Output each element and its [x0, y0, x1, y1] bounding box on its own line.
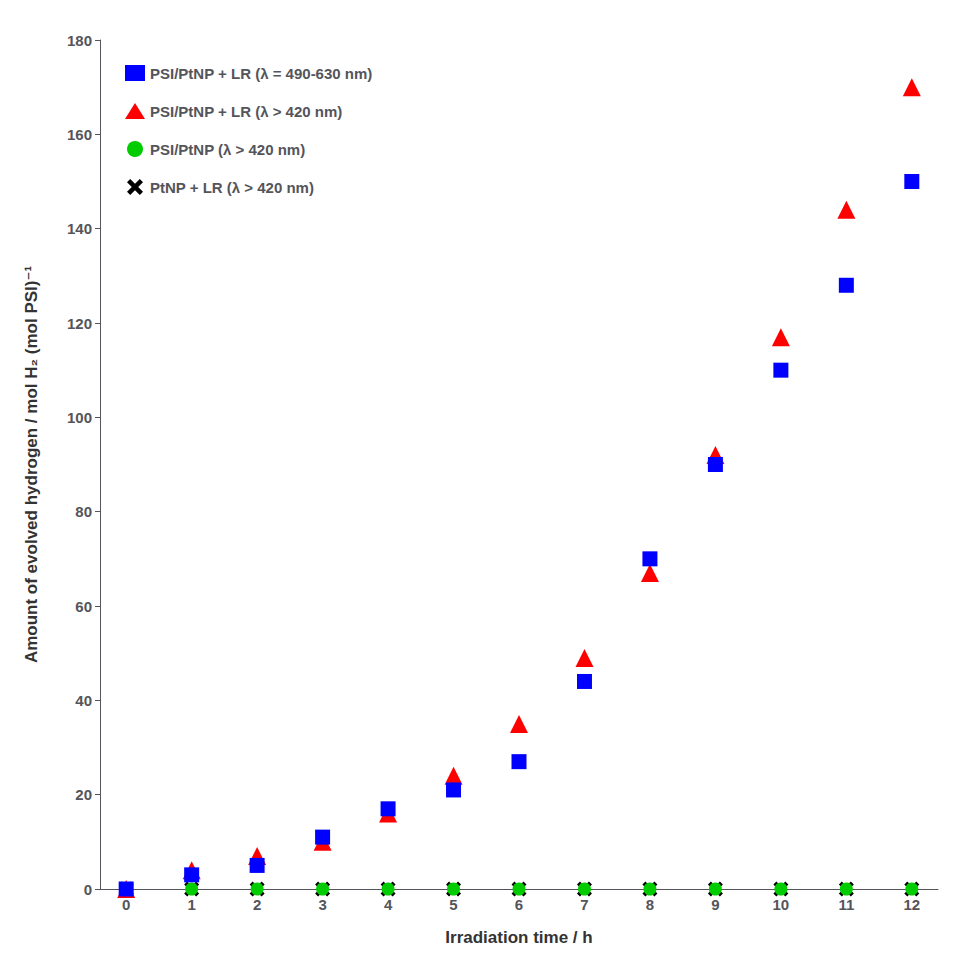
- svg-text:80: 80: [75, 503, 92, 520]
- svg-text:11: 11: [838, 896, 854, 913]
- svg-text:180: 180: [67, 32, 92, 49]
- svg-text:120: 120: [67, 315, 92, 332]
- svg-text:4: 4: [384, 896, 393, 913]
- svg-text:PSI/PtNP (λ > 420 nm): PSI/PtNP (λ > 420 nm): [150, 141, 305, 158]
- svg-text:40: 40: [75, 692, 92, 709]
- svg-text:20: 20: [75, 786, 92, 803]
- svg-text:7: 7: [580, 896, 588, 913]
- svg-text:100: 100: [67, 409, 92, 426]
- svg-text:0: 0: [84, 881, 92, 898]
- svg-text:6: 6: [515, 896, 523, 913]
- svg-text:Amount of evolved hydrogen / m: Amount of evolved hydrogen / mol H₂ (mol…: [22, 266, 41, 663]
- svg-text:10: 10: [773, 896, 790, 913]
- svg-text:8: 8: [646, 896, 654, 913]
- svg-text:Irradiation time / h: Irradiation time / h: [445, 928, 592, 947]
- svg-text:3: 3: [318, 896, 326, 913]
- svg-text:60: 60: [75, 598, 92, 615]
- svg-text:140: 140: [67, 220, 92, 237]
- svg-text:1: 1: [187, 896, 195, 913]
- svg-text:PtNP + LR (λ > 420 nm): PtNP + LR (λ > 420 nm): [150, 179, 314, 196]
- svg-text:PSI/PtNP + LR (λ = 490-630 nm): PSI/PtNP + LR (λ = 490-630 nm): [150, 65, 372, 82]
- svg-text:5: 5: [449, 896, 457, 913]
- svg-text:PSI/PtNP + LR (λ > 420 nm): PSI/PtNP + LR (λ > 420 nm): [150, 103, 342, 120]
- svg-text:160: 160: [67, 126, 92, 143]
- svg-text:12: 12: [903, 896, 920, 913]
- svg-text:0: 0: [122, 896, 130, 913]
- svg-text:9: 9: [711, 896, 719, 913]
- svg-text:2: 2: [253, 896, 261, 913]
